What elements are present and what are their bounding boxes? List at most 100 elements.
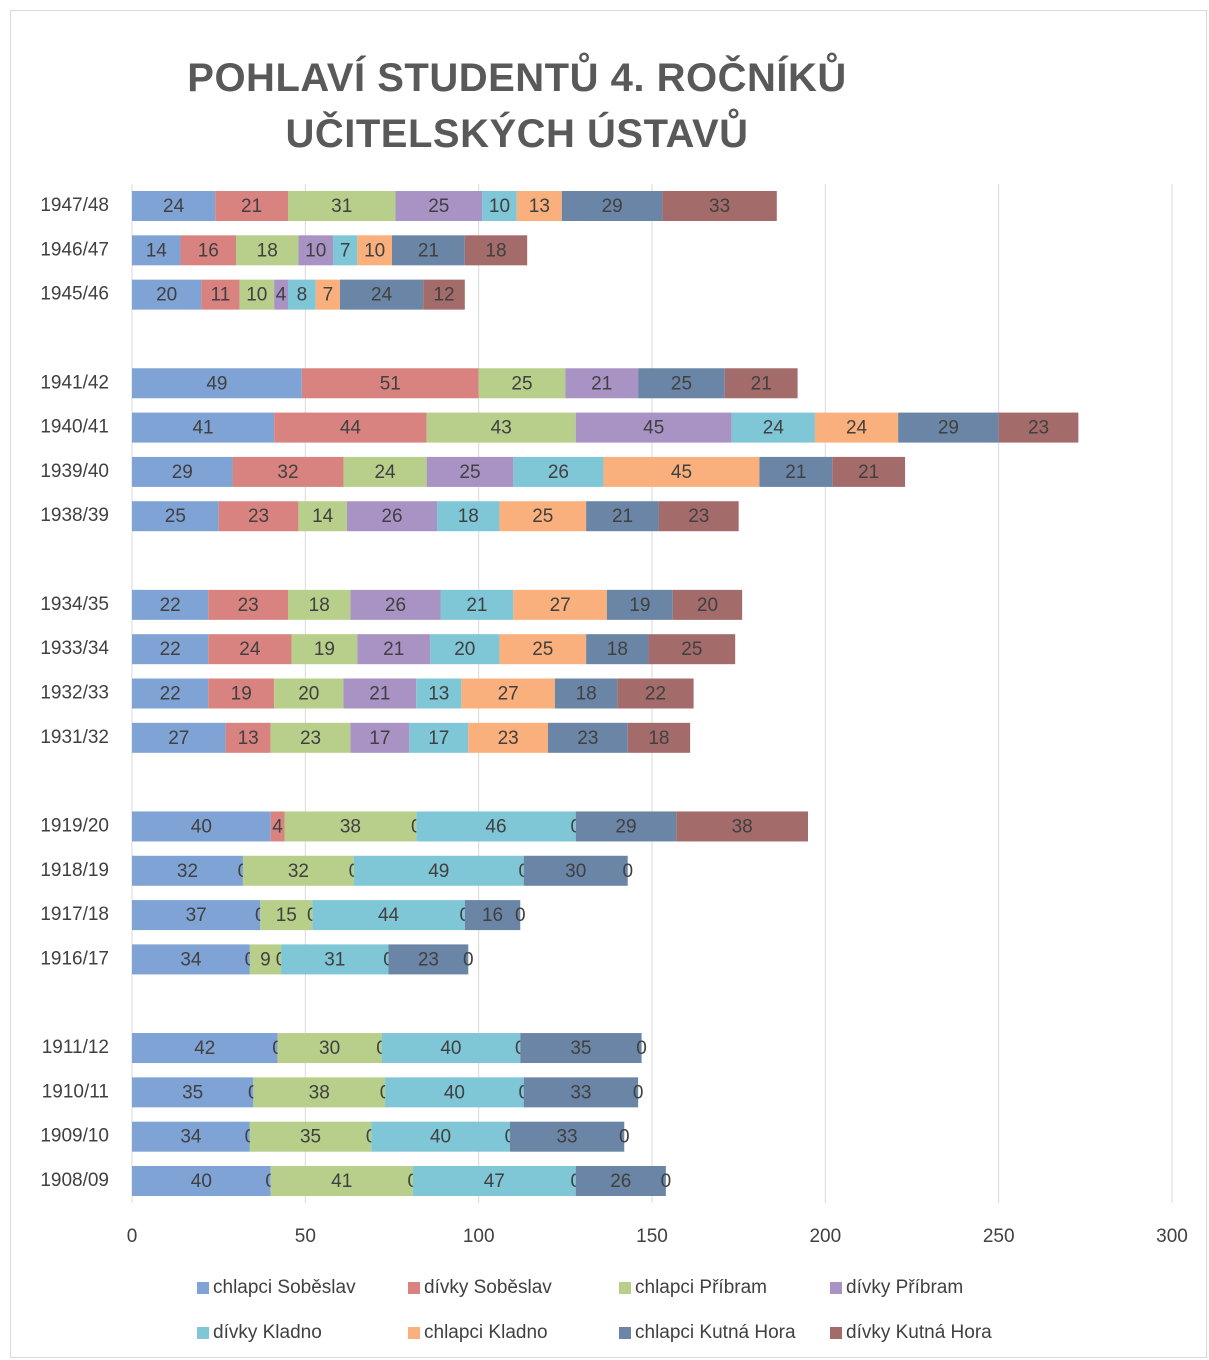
bar-segment (132, 456, 233, 487)
bar-segment (617, 678, 694, 709)
bar-segment (340, 279, 424, 310)
bar-segment (353, 855, 524, 886)
data-label: 24 (846, 418, 868, 439)
y-tick-label: 1931/32 (40, 727, 109, 748)
bar-segment (603, 456, 760, 487)
data-label: 0 (619, 1127, 630, 1148)
data-label: 25 (459, 462, 480, 483)
bar-segment (288, 589, 351, 620)
legend-label: chlapci Kladno (424, 1322, 548, 1343)
bar-segment (132, 1166, 271, 1196)
bar-segment (249, 944, 282, 975)
y-tick-label: 1918/19 (40, 860, 109, 881)
data-label: 32 (177, 861, 198, 882)
bar-segment (464, 235, 528, 266)
data-label: 40 (191, 1171, 212, 1192)
bar-segment (132, 589, 209, 620)
bar-segment (464, 900, 521, 931)
data-label: 35 (300, 1127, 321, 1148)
bar-segment (284, 811, 417, 842)
bar-segment (523, 1077, 639, 1108)
data-label: 24 (371, 285, 393, 306)
data-label: 18 (576, 684, 597, 705)
bar-segment (291, 634, 358, 665)
data-label: 40 (191, 816, 212, 837)
bar-segment (346, 501, 438, 532)
bar-segment (274, 678, 344, 709)
data-label: 32 (288, 861, 309, 882)
data-label: 25 (532, 506, 553, 527)
data-label: 21 (418, 240, 439, 261)
data-label: 34 (180, 1127, 202, 1148)
data-label: 22 (160, 595, 181, 616)
data-label: 33 (570, 1082, 591, 1103)
data-label: 33 (709, 196, 730, 217)
bar-segment (468, 722, 548, 753)
data-label: 34 (180, 949, 202, 970)
data-label: 11 (211, 285, 231, 306)
bar-segment (423, 279, 465, 310)
data-label: 23 (1028, 418, 1049, 439)
legend-swatch (830, 1327, 842, 1339)
y-tick-label: 1934/35 (40, 594, 109, 615)
data-label: 14 (312, 506, 334, 527)
bar-segment (298, 501, 347, 532)
legend-swatch (408, 1327, 420, 1339)
bar-segment (513, 456, 604, 487)
x-tick-label: 0 (127, 1226, 138, 1247)
y-tick-label: 1932/33 (40, 683, 109, 704)
bar-segment (277, 1033, 382, 1064)
bar-segment (759, 456, 833, 487)
data-label: 10 (246, 285, 267, 306)
data-label: 23 (418, 949, 439, 970)
bar-segment (814, 412, 899, 443)
bar-segment (132, 191, 216, 221)
bar-segment (586, 501, 659, 532)
data-label: 16 (482, 905, 503, 926)
data-label: 18 (458, 506, 479, 527)
data-label: 16 (198, 240, 219, 261)
data-label: 38 (732, 816, 753, 837)
bar-segment (249, 1121, 372, 1152)
data-label: 31 (331, 196, 352, 217)
data-label: 21 (858, 462, 879, 483)
data-label: 24 (374, 462, 396, 483)
bar-segment (575, 811, 677, 842)
data-label: 25 (681, 639, 702, 660)
data-label: 25 (511, 373, 532, 394)
bar-segment (357, 634, 431, 665)
bar-segment (520, 1033, 642, 1064)
bar-segment (132, 368, 302, 399)
legend-swatch (619, 1282, 631, 1294)
data-label: 21 (612, 506, 633, 527)
data-label: 40 (440, 1038, 461, 1059)
bar-segment (430, 634, 500, 665)
data-label: 46 (485, 816, 506, 837)
data-label: 25 (671, 373, 692, 394)
bar-segment (132, 501, 219, 532)
data-label: 19 (231, 684, 252, 705)
bar-segment (232, 456, 344, 487)
bar-segment (385, 1077, 524, 1108)
bar-segment (523, 855, 628, 886)
data-label: 47 (484, 1171, 505, 1192)
legend-label: dívky Příbram (846, 1277, 963, 1298)
data-label: 40 (444, 1082, 465, 1103)
legend-label: dívky Kladno (213, 1322, 322, 1343)
data-label: 24 (163, 196, 185, 217)
bar-segment (409, 722, 469, 753)
bar-segment (132, 634, 209, 665)
bar-segment (392, 235, 465, 266)
bar-segment (371, 1121, 510, 1152)
data-label: 21 (751, 373, 772, 394)
data-label: 29 (938, 418, 959, 439)
bar-segment (672, 589, 743, 620)
bar-segment (388, 944, 469, 975)
bar-segment (548, 722, 628, 753)
data-label: 33 (556, 1127, 577, 1148)
x-tick-label: 100 (463, 1226, 495, 1247)
bar-segment (724, 368, 798, 399)
data-label: 26 (385, 595, 406, 616)
data-label: 49 (428, 861, 449, 882)
bar-segment (416, 811, 576, 842)
